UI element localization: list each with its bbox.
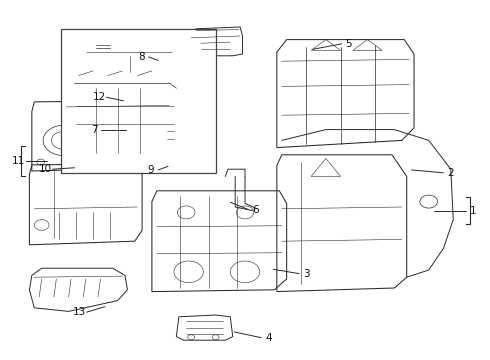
Text: 7: 7 — [91, 125, 98, 135]
Text: 6: 6 — [252, 204, 259, 215]
Bar — [61, 29, 216, 173]
Text: 5: 5 — [345, 39, 352, 49]
Text: 1: 1 — [469, 206, 476, 216]
Text: 8: 8 — [138, 52, 145, 62]
Text: 2: 2 — [447, 168, 454, 178]
Text: 13: 13 — [73, 307, 86, 317]
Text: 11: 11 — [12, 156, 25, 166]
Text: 10: 10 — [39, 164, 51, 174]
Text: 4: 4 — [265, 333, 272, 343]
Text: 3: 3 — [303, 269, 310, 279]
Text: 9: 9 — [147, 165, 154, 175]
Text: 12: 12 — [92, 92, 106, 102]
